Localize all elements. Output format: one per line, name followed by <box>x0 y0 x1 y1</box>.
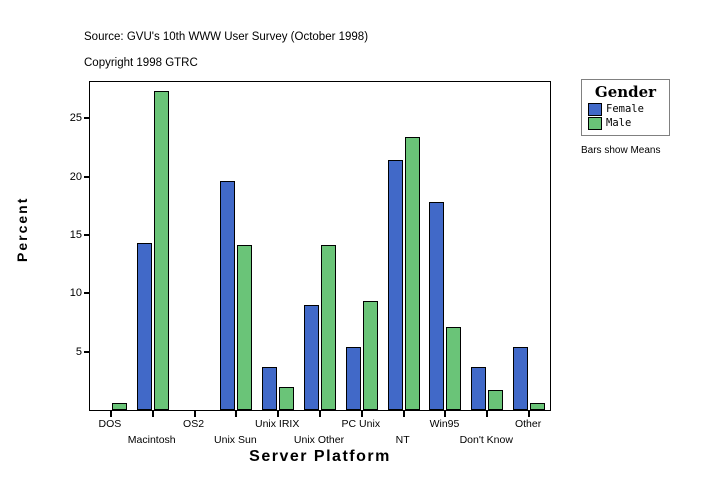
bar-male-macintosh <box>153 91 169 410</box>
legend-label: Female <box>606 103 644 115</box>
bar-female-unix-sun <box>220 181 236 410</box>
x-axis-tick-label: DOS <box>98 418 122 430</box>
legend-swatch-female <box>588 103 602 116</box>
x-axis-tick-mark <box>486 410 489 417</box>
bar-female-other <box>513 346 529 410</box>
bar-male-pc-unix <box>362 301 378 410</box>
plot-area: 5 10 15 20 25 <box>70 82 550 417</box>
bar-female-unix-irix <box>262 366 278 410</box>
x-axis-tick-mark <box>235 410 238 417</box>
y-axis-tick-mark <box>84 233 90 236</box>
y-axis-tick-label: 15 <box>69 228 82 241</box>
y-axis-tick-label: 25 <box>69 112 82 125</box>
x-axis-tick-mark <box>277 410 280 417</box>
y-axis-tick-mark <box>84 117 90 120</box>
y-axis-tick-label: 20 <box>69 170 82 183</box>
x-axis-tick-mark <box>151 410 154 417</box>
x-axis-tick-mark <box>193 410 196 417</box>
bar-male-don-t-know <box>488 390 504 410</box>
x-axis-tick-mark <box>360 410 363 417</box>
bar-female-macintosh <box>136 243 152 410</box>
x-axis-tick-mark <box>528 410 531 417</box>
bar-female-nt <box>387 160 403 410</box>
bar-male-unix-irix <box>279 386 295 410</box>
x-axis-tick-mark <box>444 410 447 417</box>
bars-show-means-note: Bars show Means <box>581 145 661 156</box>
bar-female-win95 <box>429 202 445 410</box>
source-annotation: Source: GVU's 10th WWW User Survey (Octo… <box>84 31 369 43</box>
legend-swatch-male <box>588 117 602 130</box>
bar-female-don-t-know <box>471 366 487 410</box>
x-axis-tick-label: Unix IRIX <box>255 418 300 430</box>
bar-male-unix-other <box>321 245 336 410</box>
legend-title: Gender <box>594 83 657 101</box>
legend-item-male[interactable]: Male <box>588 117 663 130</box>
legend-item-female[interactable]: Female <box>588 103 663 116</box>
x-axis-tick-mark <box>402 410 405 417</box>
x-axis-tick-label: Win95 <box>429 418 460 430</box>
x-axis-tick-mark <box>319 410 321 417</box>
bar-female-unix-other <box>304 304 319 410</box>
legend-label: Male <box>606 117 632 129</box>
bar-male-other <box>530 403 546 410</box>
bar-male-nt <box>404 136 420 410</box>
bar-male-dos <box>111 403 127 410</box>
y-axis-tick-mark <box>84 292 90 295</box>
x-axis-tick-mark <box>109 410 112 417</box>
y-axis-tick-mark <box>84 350 90 353</box>
x-axis-tick-label: PC Unix <box>341 418 381 430</box>
legend-items: Female Male <box>588 103 663 130</box>
x-axis-tick-label: Other <box>514 418 542 430</box>
copyright-annotation: Copyright 1998 GTRC <box>84 57 198 69</box>
x-axis-tick-label: Unix Other <box>293 434 345 446</box>
x-axis-tick-label: Macintosh <box>127 434 176 446</box>
bar-female-pc-unix <box>345 346 361 410</box>
y-axis-tick-label: 10 <box>69 287 82 300</box>
plot-frame: 5 10 15 20 25 <box>70 81 551 417</box>
legend: Gender Female Male <box>581 79 670 136</box>
x-axis-tick-label: OS2 <box>183 418 205 430</box>
x-axis-tick-label: Unix Sun <box>214 434 257 446</box>
x-axis-tick-label: Don't Know <box>459 434 513 446</box>
y-axis-title: Percent <box>14 196 30 262</box>
x-axis-title: Server Platform <box>249 448 391 465</box>
y-axis-tick-label: 5 <box>75 345 82 358</box>
bar-male-win95 <box>446 327 462 410</box>
bar-male-unix-sun <box>237 245 253 410</box>
y-axis-tick-mark <box>84 175 90 178</box>
x-axis-tick-label: NT <box>395 434 410 446</box>
